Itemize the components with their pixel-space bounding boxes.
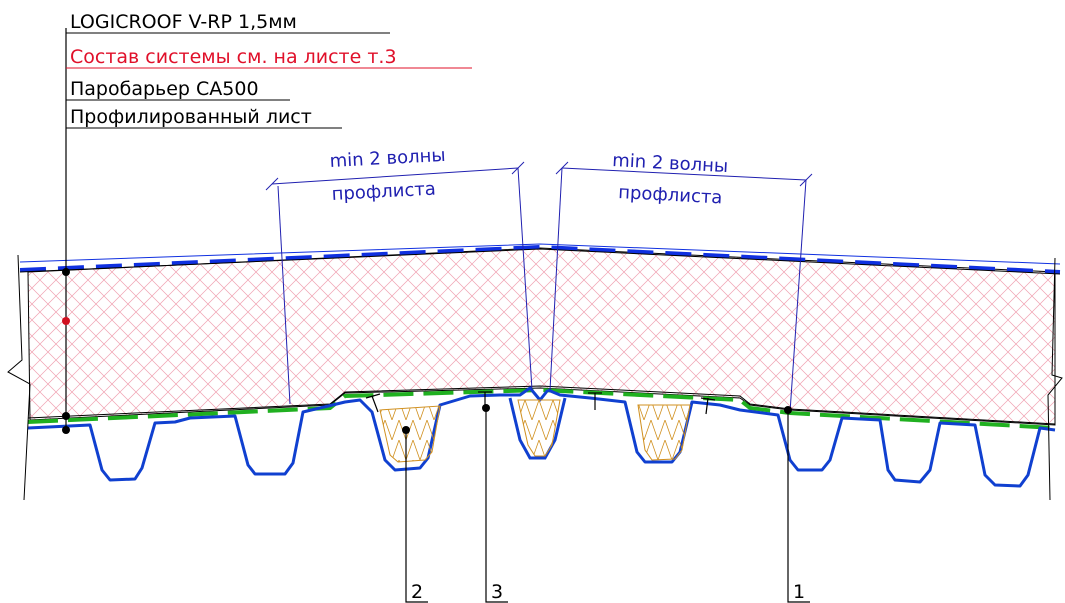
dimension-left-line2: профлиста [331,179,436,205]
vapor-barrier-edge [27,385,1056,425]
layer-label-system-ref: Состав системы см. на листе т.3 [70,46,397,68]
filler-insert-left [379,405,441,463]
dimension-left [265,161,533,405]
profiled-deck-left [27,386,550,482]
fastener-screw-4 [700,397,716,415]
filler-insert-right [637,404,691,461]
callout-leader-3 [482,404,508,603]
break-line-right [1047,257,1063,501]
callout-number-3: 3 [491,581,503,603]
ridge-valley-profile [508,397,567,460]
fastener-screw-1 [365,393,381,413]
callout-number-2: 2 [411,581,423,603]
callout-leader-1 [784,406,810,603]
layer-leader [62,28,70,434]
dimension-right-line2: профлиста [618,182,723,208]
profiled-deck-right [547,388,1056,488]
break-line-left [7,254,31,501]
callout-leader-2 [402,426,428,603]
dimension-right [549,161,813,413]
leader-dot-deck [62,426,70,434]
membrane-top-line [19,243,1061,265]
layer-label-vapor-barrier: Паробарьер СА500 [70,78,259,100]
membrane-base-line [19,248,1061,275]
dimension-right-line1: min 2 волны [612,150,729,177]
callout-number-1: 1 [793,581,805,603]
leader-dot-insulation [62,317,70,325]
layer-label-membrane: LOGICROOF V-RP 1,5мм [70,11,297,33]
dimension-left-line1: min 2 волны [329,145,446,172]
leader-dot-membrane [62,268,70,276]
filler-insert-ridge [517,399,561,457]
layer-label-profiled-sheet: Профилированный лист [70,106,312,128]
leader-dot-vapor-barrier [62,412,70,420]
membrane-layer [19,244,1061,274]
fastener-screw-3 [588,392,602,410]
